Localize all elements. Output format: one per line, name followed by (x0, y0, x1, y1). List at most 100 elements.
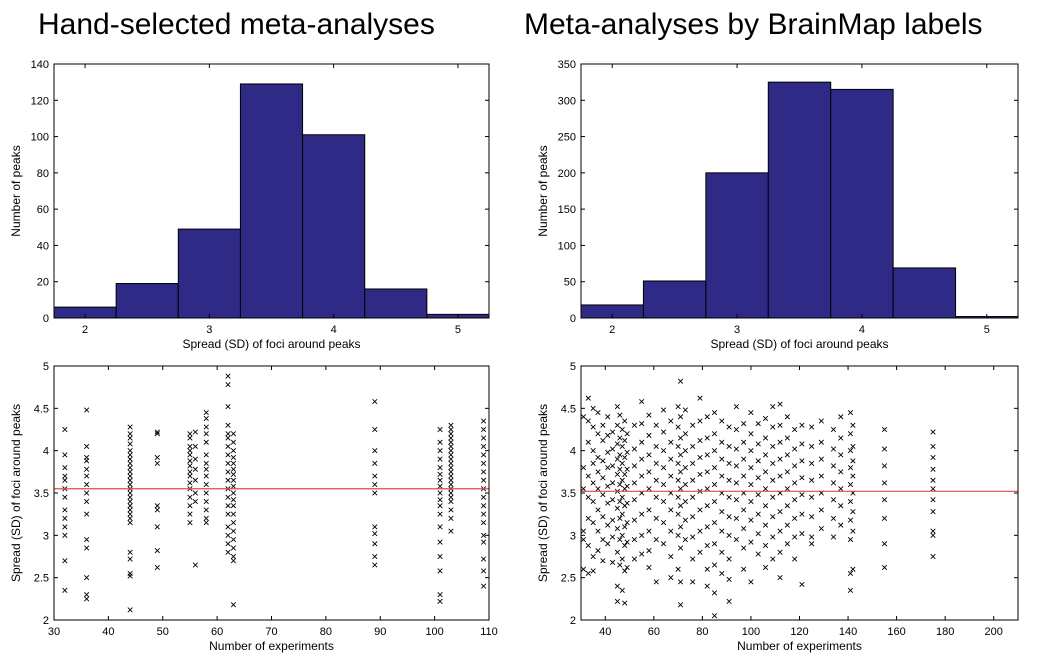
scatter-point (590, 460, 596, 466)
scatter-point (726, 514, 732, 520)
scatter-point (711, 409, 718, 416)
scatter-point (631, 446, 638, 452)
scatter-point (62, 587, 68, 593)
scatter-point (62, 426, 68, 433)
y-axis-label: Number of peaks (9, 145, 23, 236)
scatter-point (930, 454, 936, 461)
scatter-point (677, 378, 684, 384)
scatter-point (614, 471, 621, 477)
axes-frame (53, 365, 490, 621)
scatter-point (668, 575, 674, 581)
scatter-point (930, 486, 936, 492)
scatter-point (622, 471, 628, 477)
scatter-point (605, 464, 611, 471)
scatter-point (448, 464, 454, 471)
scatter-point (733, 426, 739, 433)
scatter-point (225, 532, 231, 538)
scatter-point (372, 426, 378, 433)
scatter-point (624, 483, 630, 489)
x-tick-label: 120 (790, 626, 808, 638)
scatter-point (682, 431, 689, 437)
y-tick-label: 100 (31, 132, 49, 144)
scatter-point (437, 598, 443, 604)
scatter-point (187, 469, 193, 475)
scatter-point (84, 490, 90, 496)
scatter-point (690, 460, 696, 466)
scatter-point (639, 511, 645, 517)
scatter-point (225, 422, 231, 428)
scatter-point (622, 600, 628, 606)
scatter-point (619, 511, 625, 517)
scatter-point (595, 409, 601, 416)
scatter-point (809, 460, 815, 466)
scatter-point (830, 426, 837, 433)
x-tick-label: 140 (839, 626, 857, 638)
scatter-point (154, 524, 160, 530)
scatter-point (127, 607, 133, 613)
scatter-point (838, 503, 844, 509)
scatter-point (792, 446, 798, 452)
scatter-point (225, 382, 231, 388)
figure-title-right: Meta-analyses by BrainMap labels (524, 8, 983, 41)
scatter-point (653, 443, 659, 450)
scatter-point (127, 507, 133, 513)
x-tick-label: 180 (936, 626, 954, 638)
scatter-point (850, 443, 856, 450)
histogram-bar (705, 172, 769, 319)
scatter-point (230, 511, 237, 517)
histogram-bar (302, 134, 366, 319)
scatter-point (847, 587, 854, 593)
scatter-point (600, 558, 606, 564)
scatter-point (84, 575, 90, 581)
y-axis-label: Number of peaks (536, 145, 550, 236)
scatter-point (614, 422, 621, 428)
scatter-point (784, 503, 790, 509)
scatter-point (792, 556, 798, 562)
scatter-point (480, 511, 487, 517)
scatter-point (127, 556, 133, 562)
scatter-point (631, 497, 638, 503)
scatter-point (480, 477, 487, 483)
scatter-point (762, 415, 769, 422)
scatter-point (230, 466, 237, 472)
scatter-point (777, 456, 783, 462)
scatter-point (585, 570, 591, 577)
scatter-point (711, 498, 718, 505)
scatter-point (448, 473, 454, 479)
x-tick-label: 200 (985, 626, 1003, 638)
scatter-point (448, 490, 454, 496)
scatter-point (697, 418, 703, 424)
scatter-point (770, 477, 776, 483)
scatter-point (847, 498, 854, 505)
scatter-point (726, 460, 732, 466)
scatter-point (84, 511, 90, 517)
scatter-point (372, 460, 378, 466)
scatter-point (437, 456, 443, 462)
scatter-point (646, 412, 652, 418)
scatter-point (809, 494, 815, 500)
scatter-point (762, 542, 769, 549)
scatter-point (690, 579, 696, 585)
scatter-point (187, 435, 193, 441)
scatter-point (448, 443, 454, 450)
scatter-point (677, 503, 684, 509)
scatter-point (799, 531, 805, 537)
scatter-point (609, 463, 616, 469)
figure-title-left: Hand-selected meta-analyses (38, 8, 435, 41)
scatter-point (677, 435, 684, 441)
scatter-point (480, 460, 487, 466)
scatter-point (127, 515, 133, 522)
y-tick-label: 4 (43, 446, 49, 458)
scatter-point (437, 426, 443, 433)
scatter-point (792, 480, 798, 486)
scatter-point (225, 511, 231, 517)
scatter-point (741, 439, 747, 445)
scatter-point (187, 473, 193, 479)
scatter-point (585, 515, 591, 522)
scatter-point (726, 443, 732, 450)
scatter-point (697, 437, 703, 444)
scatter-point (881, 515, 888, 522)
scatter-point (755, 441, 761, 447)
scatter-point (639, 398, 645, 405)
histogram-bar (767, 81, 832, 319)
